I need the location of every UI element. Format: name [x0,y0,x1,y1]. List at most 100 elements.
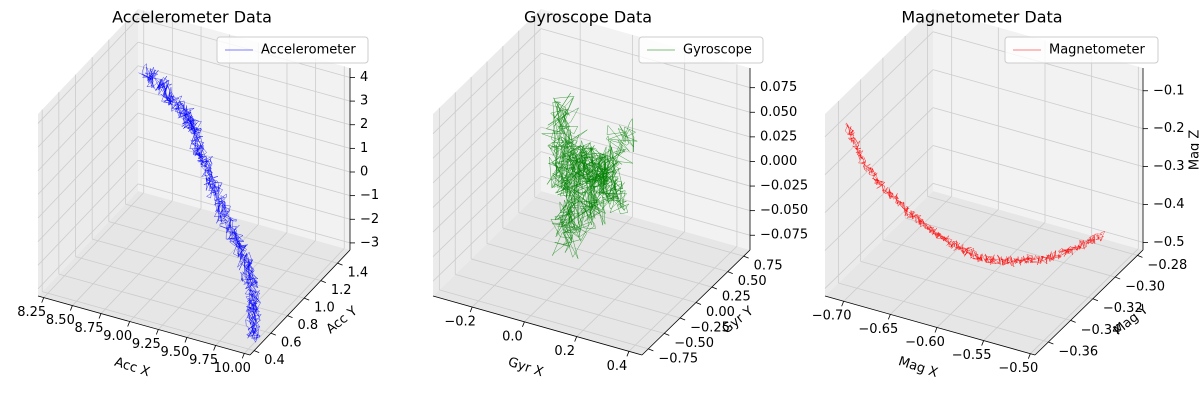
legend-box [1004,36,1159,64]
grid-line [824,107,934,213]
grid-line [137,136,351,197]
x-axis-line [432,295,643,356]
y-tick-label: −0.36 [1058,345,1098,360]
z-tick-label: 0.000 [760,154,797,169]
x-tick-label: −0.60 [905,335,945,350]
grid-line [37,159,139,266]
z-tick-label: 3 [360,94,368,109]
y-tick-label: 1.0 [314,301,335,316]
grid-line [432,77,542,184]
grid-line [137,41,351,102]
grid-line [824,183,934,289]
y-tick [743,255,749,259]
x-tick [213,345,216,351]
chart-title: Gyroscope Data [524,8,652,27]
x-tick-label: 9.25 [132,337,161,352]
x-tick [574,336,578,342]
x-tick-label: 9.00 [103,329,132,344]
grid-line [186,232,288,338]
z-tick-label: −0.2 [1153,121,1185,136]
x-tick [469,306,473,313]
grid-line [471,258,681,319]
grid-line [37,65,139,172]
y-axis-line [249,249,351,356]
y-tick-label: 0.00 [706,305,735,320]
y-tick [711,286,718,290]
grid-line [824,69,934,175]
chart-panel-1 [37,9,369,359]
x-tick-label: 0.4 [607,359,628,374]
x-tick-label: −0.65 [858,322,898,337]
grid-line [455,273,665,334]
y-tick-label: −0.75 [658,351,698,366]
y-tick [270,332,276,336]
series-line [138,63,262,343]
z-tick-label: 2 [360,117,368,132]
z-tick-label: −3 [360,235,379,250]
grid-line [108,221,321,282]
x-tick [70,305,73,311]
chart-title: Accelerometer Data [112,8,272,27]
y-tick-label: −0.28 [1147,258,1187,273]
grid-line [932,145,1144,205]
x-tick [522,321,525,327]
x-axis-label: Mag X [896,354,939,381]
y-tick-label: 0.75 [754,259,783,274]
x-tick-label: 0.2 [554,344,575,359]
x-tick [1027,353,1031,359]
grid-line [243,248,345,354]
pane-left [38,9,138,296]
y-tick [254,350,260,353]
grid-line [838,282,1049,343]
x-tick [981,340,985,346]
z-tick-label: −2 [360,212,379,227]
x-tick-label: −0.55 [952,348,992,363]
pane-floor [38,191,350,355]
series-line [844,122,1106,268]
grid-line [215,240,316,346]
x-axis-line [37,295,251,356]
grid-line [72,200,173,306]
grid-line [432,126,542,233]
chart-title: Magnetometer Data [901,8,1062,27]
y-tick [304,297,310,301]
x-tick [98,313,102,319]
y-tick [1115,276,1121,280]
grid-line [860,260,1071,321]
x-tick [887,314,891,320]
grid-line [100,208,202,314]
grid-line [58,273,271,334]
y-tick-label: 0.50 [738,274,767,289]
y-tick-label: 1.4 [348,266,369,281]
legend-label: Magnetometer [1049,43,1145,58]
grid-line [37,136,139,242]
grid-line [540,102,751,162]
y-tick [727,271,733,274]
grid-line [432,102,542,208]
legend-label: Gyroscope [683,43,752,58]
grid-line [932,69,1144,130]
z-tick-label: −0.5 [1153,235,1185,250]
y-tick [1092,298,1099,302]
x-tick [127,321,131,327]
x-tick-label: 9.75 [189,353,218,368]
grid-line [92,238,305,299]
y-tick [1070,319,1076,323]
y-tick-label: −0.30 [1125,280,1165,295]
z-tick-label: 0 [360,165,368,180]
y-tick-label: −0.50 [674,336,714,351]
pane-back [138,9,350,250]
x-tick-label: −0.2 [444,315,476,330]
grid-line [137,183,351,244]
x-tick-label: −0.50 [998,361,1038,376]
y-tick-label: 0.25 [722,290,751,305]
grid-line [37,112,139,219]
x-tick [841,301,845,307]
z-tick-label: −1 [360,188,379,203]
x-tick-label: 0.0 [502,329,523,344]
x-tick-label: −0.70 [812,309,852,324]
y-tick-label: −0.32 [1103,301,1143,316]
z-tick-label: −0.050 [760,203,808,218]
legend-box [216,36,369,64]
grid-line [42,291,255,352]
